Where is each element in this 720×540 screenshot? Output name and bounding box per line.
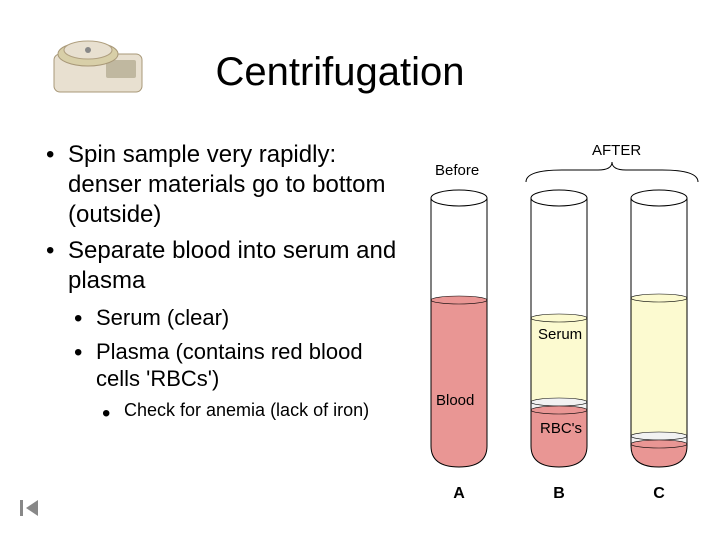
after-label: AFTER: [592, 142, 641, 159]
bullet-1: Spin sample very rapidly: denser materia…: [40, 140, 410, 230]
after-bracket: [522, 162, 702, 184]
bullet-content: Spin sample very rapidly: denser materia…: [40, 140, 410, 427]
subbullet-2: Plasma (contains red blood cells 'RBCs'): [68, 338, 410, 393]
prev-slide-icon[interactable]: [18, 498, 42, 523]
tube-b-label: B: [530, 485, 588, 503]
tube-diagram: Before AFTER Blood Serum RBC's A B C: [430, 140, 710, 510]
rbc-label: RBC's: [540, 420, 582, 437]
tube-c: [630, 188, 688, 468]
blood-label: Blood: [436, 392, 474, 409]
bullet-2: Separate blood into serum and plasma: [40, 236, 410, 296]
tube-a: [430, 188, 488, 468]
before-label: Before: [435, 162, 479, 179]
tube-a-label: A: [430, 485, 488, 503]
tube-c-label: C: [630, 485, 688, 503]
subbullet-1: Serum (clear): [68, 304, 410, 332]
slide: Centrifugation Spin sample very rapidly:…: [0, 0, 720, 540]
subsubbullet-1: Check for anemia (lack of iron): [96, 399, 410, 422]
slide-title: Centrifugation: [0, 50, 680, 95]
serum-label: Serum: [538, 326, 582, 343]
